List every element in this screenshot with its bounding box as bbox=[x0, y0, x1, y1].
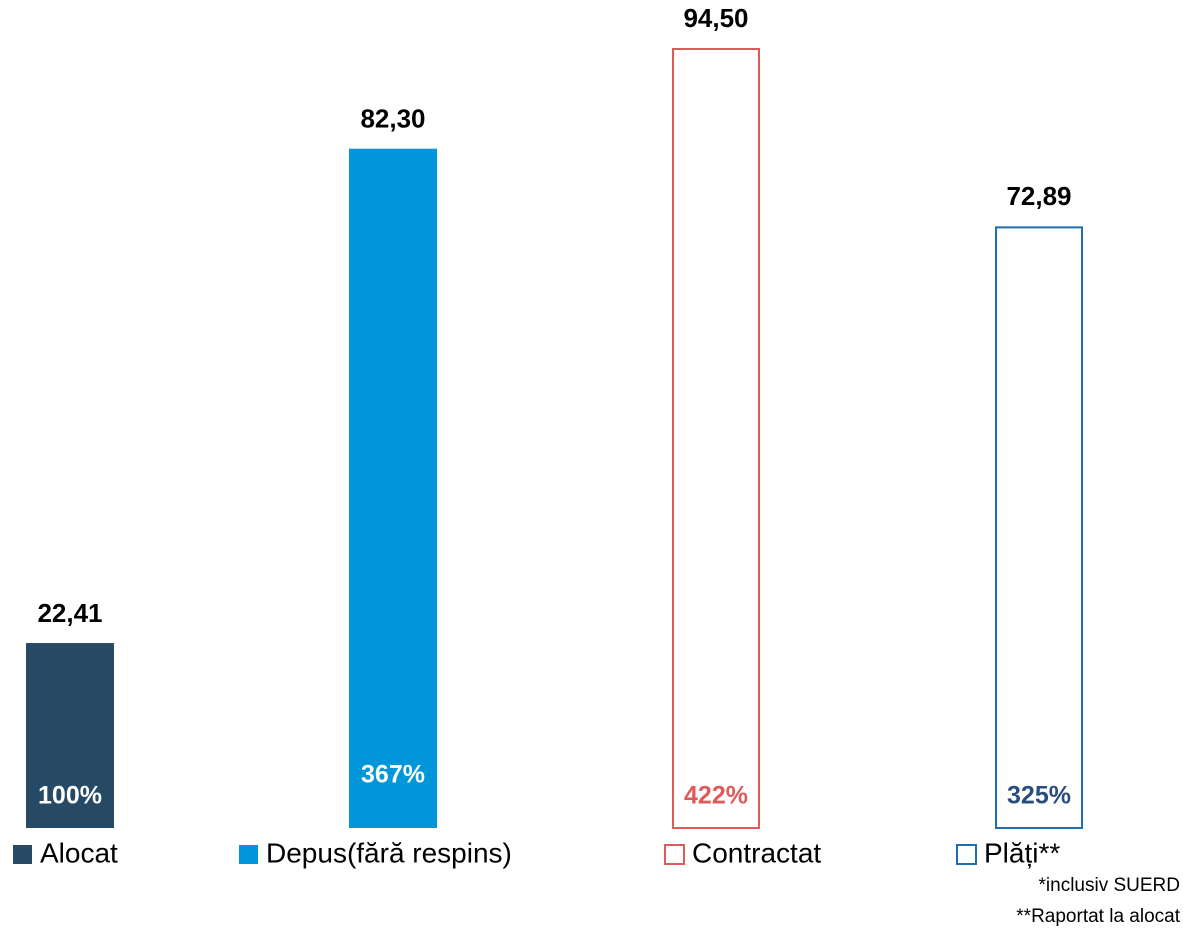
legend-label: Depus(fără respins) bbox=[266, 837, 512, 868]
value-label: 22,41 bbox=[37, 598, 102, 628]
value-label: 94,50 bbox=[683, 3, 748, 33]
legend-label: Plăți** bbox=[984, 837, 1060, 868]
legend-swatch bbox=[956, 844, 977, 865]
percent-label: 100% bbox=[38, 782, 102, 810]
bar bbox=[995, 226, 1083, 830]
percent-label: 422% bbox=[684, 782, 748, 810]
value-label: 72,89 bbox=[1006, 181, 1071, 211]
footnote: *inclusiv SUERD bbox=[1039, 875, 1180, 896]
legend-swatch bbox=[664, 844, 685, 865]
legend-label: Contractat bbox=[692, 837, 821, 868]
percent-label: 325% bbox=[1007, 782, 1071, 810]
legend-swatch bbox=[239, 845, 258, 864]
footnote: **Raportat la alocat bbox=[1016, 906, 1180, 927]
legend-swatch bbox=[13, 845, 32, 864]
bar bbox=[672, 48, 760, 829]
bar bbox=[349, 148, 437, 828]
percent-label: 367% bbox=[361, 761, 425, 789]
legend-label: Alocat bbox=[40, 837, 118, 868]
value-label: 82,30 bbox=[360, 104, 425, 134]
bar bbox=[26, 643, 114, 828]
